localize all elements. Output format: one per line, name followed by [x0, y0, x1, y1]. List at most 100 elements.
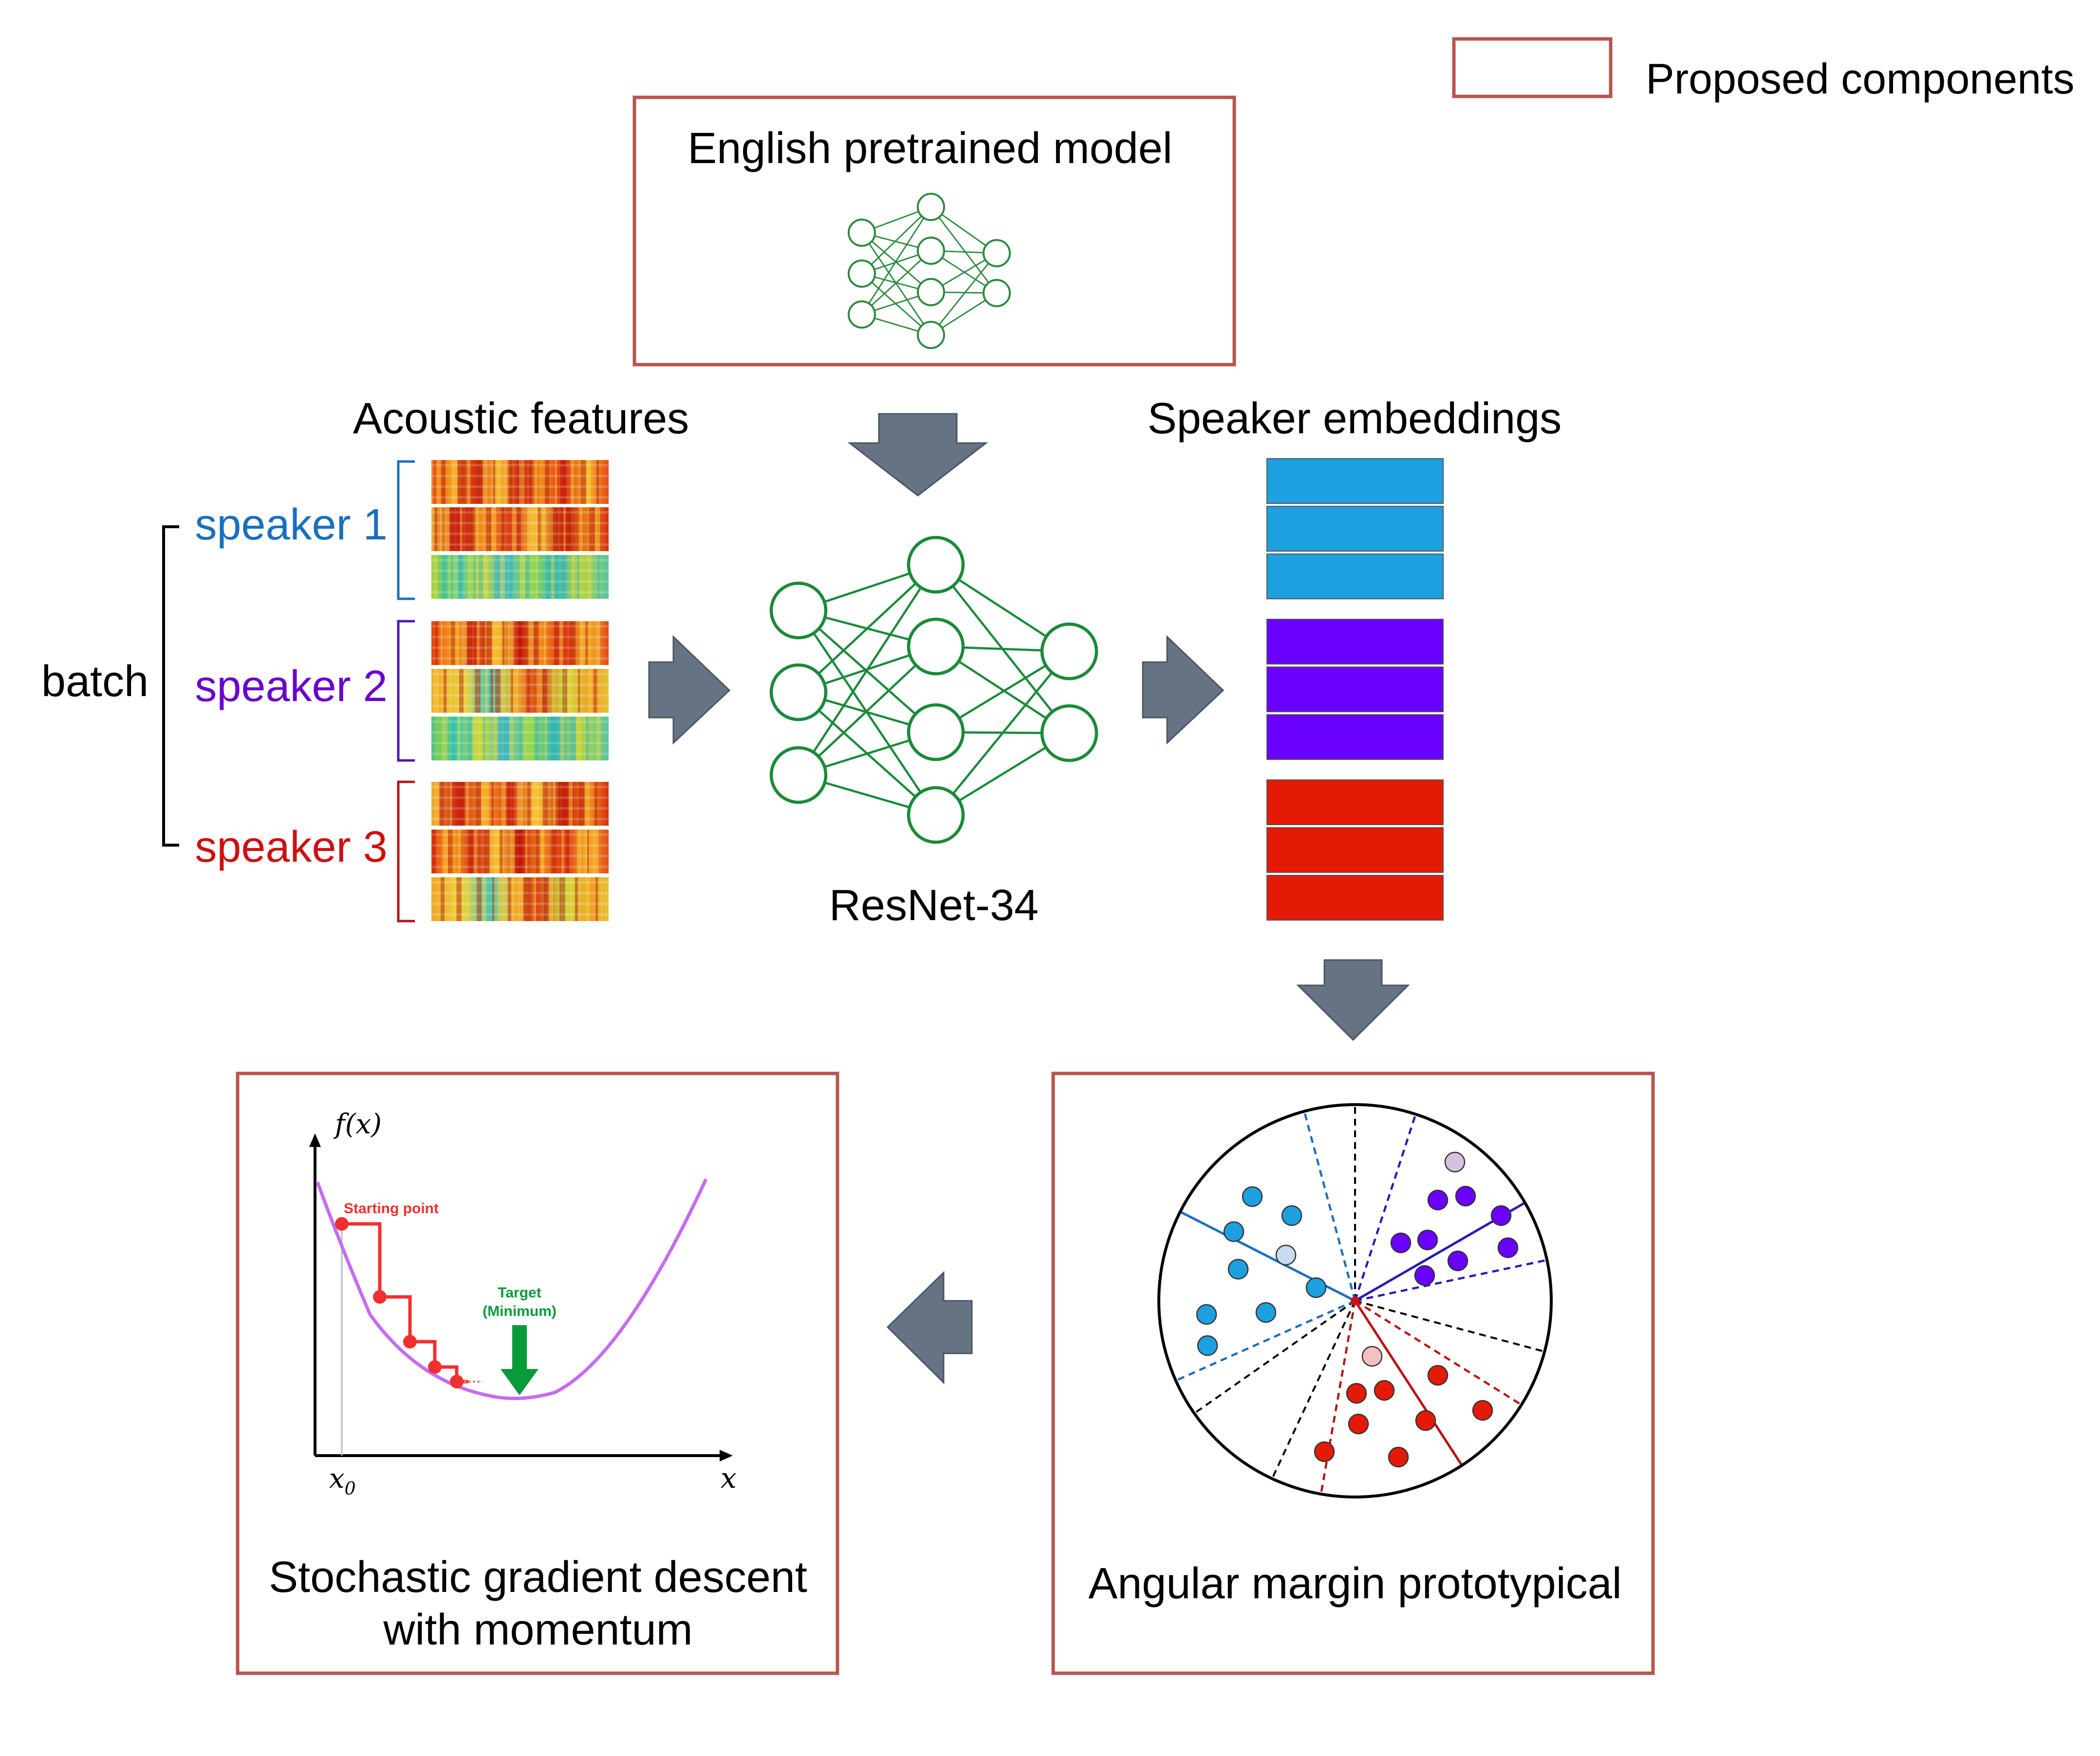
embedding-bar: [1266, 506, 1444, 552]
embedding-point: [1444, 1151, 1466, 1173]
margin-boundary-line: [1269, 1300, 1356, 1482]
small-network-node: [848, 219, 876, 247]
sgd-x0-label: x0: [329, 1463, 356, 1499]
small-network-edge: [861, 273, 931, 336]
embedding-point: [1455, 1185, 1476, 1207]
spectrogram: [431, 555, 609, 599]
small-network-edge: [861, 206, 931, 275]
resnet-node: [907, 703, 965, 761]
embedding-bar: [1266, 875, 1444, 921]
legend-swatch: [1452, 37, 1613, 98]
spectrogram-stack: [431, 460, 609, 921]
embedding-point: [1427, 1189, 1449, 1211]
resnet-node: [907, 536, 965, 594]
pretrained-model-title: English pretrained model: [688, 124, 1172, 173]
spectrogram: [431, 877, 609, 921]
embedding-point: [1197, 1335, 1218, 1356]
sgd-title-line-1: Stochastic gradient descent: [269, 1553, 807, 1602]
embedding-bar: [1266, 779, 1444, 825]
margin-boundary-line: [1191, 1300, 1356, 1416]
target-arrow: [501, 1325, 539, 1395]
embedding-point: [1255, 1302, 1277, 1323]
resnet-node: [1040, 704, 1098, 762]
target-label-1: Target: [498, 1285, 541, 1301]
spectrogram: [431, 507, 609, 551]
embedding-point: [1196, 1304, 1217, 1325]
resnet-edge: [935, 650, 1070, 816]
arrow-right-features-to-net: [648, 635, 731, 745]
margin-boundary-line: [1354, 1110, 1418, 1301]
angular-circle: [1157, 1103, 1553, 1498]
spectrogram: [431, 621, 609, 665]
batch-label: batch: [41, 657, 149, 706]
sgd-x-axis-label: x: [721, 1461, 737, 1495]
resnet-node: [907, 617, 965, 676]
embedding-point: [1490, 1205, 1512, 1226]
embedding-bar: [1266, 619, 1444, 665]
embedding-point: [1414, 1265, 1435, 1286]
sgd-y-axis-label: f(x): [333, 1109, 382, 1140]
arrow-right-net-to-embeddings: [1142, 635, 1225, 745]
resnet-label: ResNet-34: [829, 881, 1039, 930]
embedding-point: [1346, 1383, 1367, 1404]
speaker-1-label: speaker 1: [195, 500, 387, 549]
gd-step-path: [342, 1222, 468, 1384]
angular-circle-plot: [1172, 1105, 1551, 1497]
embedding-point: [1427, 1365, 1449, 1386]
pretrained-model-frame: [632, 95, 1236, 367]
arrow-down-to-resnet: [847, 413, 988, 497]
resnet-node: [769, 663, 828, 721]
embedding-point: [1348, 1413, 1369, 1435]
margin-boundary-line: [1354, 1300, 1525, 1408]
embedding-point: [1417, 1229, 1438, 1251]
embedding-point: [1497, 1237, 1519, 1258]
embedding-bar: [1266, 714, 1444, 760]
sgd-title-line-2: with momentum: [383, 1606, 692, 1654]
embedding-point: [1223, 1221, 1245, 1242]
arrow-down-to-angular: [1296, 959, 1410, 1041]
embedding-points: [1196, 1151, 1519, 1468]
sgd-frame: [236, 1072, 839, 1675]
gd-point: [335, 1217, 349, 1231]
gd-point: [428, 1360, 442, 1374]
margin-boundary-line: [1319, 1300, 1357, 1497]
resnet-network: [769, 536, 1098, 844]
resnet-node: [1040, 622, 1098, 681]
starting-point-label: Starting point: [344, 1201, 439, 1217]
small-network-edge: [930, 253, 998, 335]
small-network-node: [848, 259, 876, 288]
speaker-group-2: speaker 2: [195, 620, 415, 762]
resnet-node: [769, 746, 828, 804]
prototype-direction-line: [1354, 1300, 1465, 1469]
gd-point: [403, 1335, 417, 1349]
small-network-node: [917, 321, 945, 349]
embedding-bar: [1266, 666, 1444, 712]
angular-frame: [1051, 1072, 1655, 1675]
prototype-direction-line: [1176, 1209, 1356, 1302]
speaker-2-label: speaker 2: [195, 662, 387, 711]
resnet-node: [907, 786, 965, 844]
margin-boundary-line: [1302, 1108, 1357, 1301]
spectrogram: [431, 830, 609, 873]
small-network-node: [983, 279, 1011, 307]
resnet-node: [769, 581, 828, 640]
embedding-stack: [1266, 458, 1444, 921]
target-label-2: (Minimum): [483, 1303, 557, 1319]
gd-point: [373, 1290, 387, 1304]
margin-boundary-line: [1172, 1299, 1356, 1383]
embedding-point: [1390, 1232, 1412, 1254]
sgd-box: f(x) x x0 Starting point Target (Minimum…: [236, 1072, 839, 1675]
small-network-edge: [930, 206, 998, 294]
embedding-bar: [1266, 554, 1444, 599]
resnet-edge: [798, 646, 937, 776]
speaker-group-3: speaker 3: [195, 780, 415, 923]
embedding-point: [1305, 1277, 1327, 1298]
embedding-point: [1388, 1446, 1409, 1468]
embedding-point: [1242, 1186, 1263, 1207]
embedding-point: [1227, 1258, 1249, 1280]
angular-margin-box: Angular margin prototypical: [1051, 1072, 1655, 1675]
margin-boundary-line: [1355, 1258, 1551, 1302]
gd-point: [450, 1375, 464, 1388]
arrow-left-to-sgd: [886, 1271, 973, 1385]
